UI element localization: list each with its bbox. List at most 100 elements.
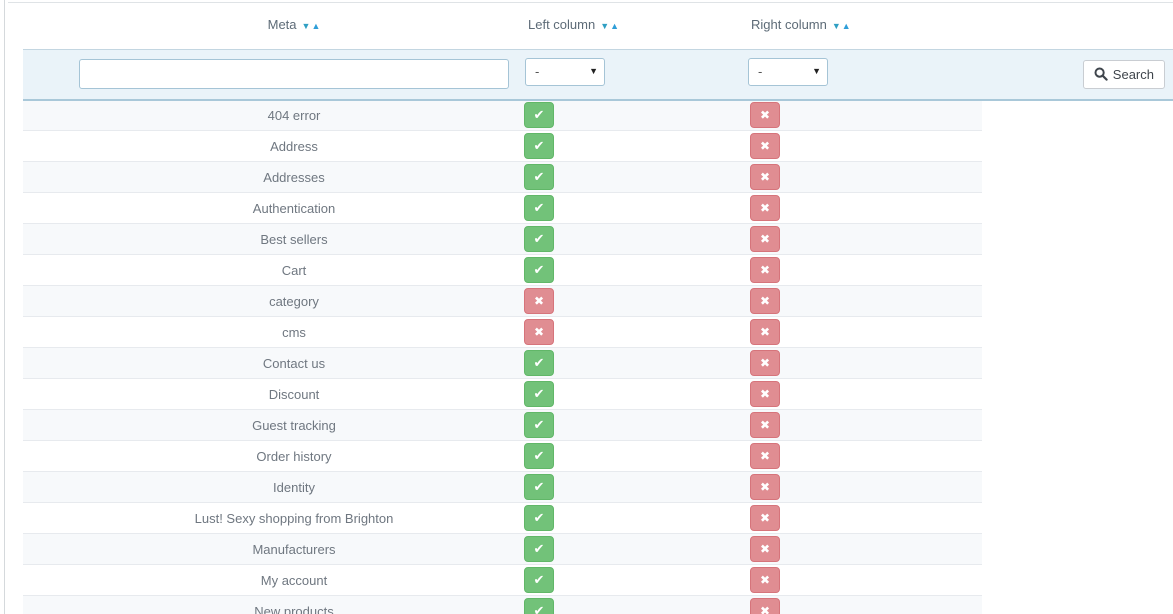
left-column-toggle[interactable]: ✔ bbox=[524, 598, 554, 614]
empty-row-cell bbox=[23, 316, 71, 348]
right-column-toggle[interactable]: ✖ bbox=[750, 412, 780, 438]
right-column-toggle[interactable]: ✖ bbox=[750, 598, 780, 614]
right-column-toggle[interactable]: ✖ bbox=[750, 226, 780, 252]
toggle-state-icon: ✔ bbox=[533, 603, 545, 614]
search-button[interactable]: Search bbox=[1082, 59, 1165, 89]
left-column-toggle[interactable]: ✖ bbox=[524, 319, 554, 345]
right-column-toggle[interactable]: ✖ bbox=[750, 567, 780, 593]
empty-row-cell bbox=[23, 254, 71, 286]
left-column-cell: ✔ bbox=[517, 130, 740, 162]
toggle-state-icon: ✔ bbox=[533, 386, 545, 402]
right-column-toggle[interactable]: ✖ bbox=[750, 474, 780, 500]
select-caret-icon: ▼ bbox=[812, 65, 821, 76]
table-row: 404 error ✔ ✖ bbox=[23, 99, 1173, 131]
left-column-toggle[interactable]: ✔ bbox=[524, 226, 554, 252]
right-column-toggle[interactable]: ✖ bbox=[750, 164, 780, 190]
left-column-toggle[interactable]: ✔ bbox=[524, 257, 554, 283]
page-meta-label: category bbox=[71, 285, 517, 317]
left-column-cell: ✔ bbox=[517, 502, 740, 534]
toggle-state-icon: ✖ bbox=[533, 325, 545, 339]
right-column-cell: ✖ bbox=[740, 285, 982, 317]
right-column-cell: ✖ bbox=[740, 316, 982, 348]
empty-row-cell bbox=[23, 378, 71, 410]
table-row: Authentication ✔ ✖ bbox=[23, 192, 1173, 224]
right-column-toggle[interactable]: ✖ bbox=[750, 443, 780, 469]
right-column-toggle[interactable]: ✖ bbox=[750, 381, 780, 407]
left-column-toggle[interactable]: ✔ bbox=[524, 102, 554, 129]
toggle-state-icon: ✔ bbox=[533, 572, 545, 588]
page-meta-label: Addresses bbox=[71, 161, 517, 193]
magnifier-icon bbox=[1094, 67, 1108, 81]
left-column-toggle[interactable]: ✔ bbox=[524, 350, 554, 376]
column-header-left-column: Left column ▼▲ bbox=[517, 0, 740, 49]
sort-desc-icon[interactable]: ▼ bbox=[600, 20, 610, 31]
empty-action-cell bbox=[982, 378, 1173, 410]
select-value: - bbox=[535, 63, 540, 79]
empty-row-cell bbox=[23, 440, 71, 472]
right-column-toggle[interactable]: ✖ bbox=[750, 319, 780, 345]
table-row: Identity ✔ ✖ bbox=[23, 471, 1173, 503]
left-column-toggle[interactable]: ✔ bbox=[524, 536, 554, 562]
empty-row-cell bbox=[23, 223, 71, 255]
left-column-cell: ✔ bbox=[517, 564, 740, 596]
table-row: Cart ✔ ✖ bbox=[23, 254, 1173, 286]
empty-action-cell bbox=[982, 564, 1173, 596]
toggle-state-icon: ✔ bbox=[533, 107, 545, 123]
right-column-toggle[interactable]: ✖ bbox=[750, 505, 780, 531]
sort-desc-icon[interactable]: ▼ bbox=[301, 20, 311, 31]
sort-desc-icon[interactable]: ▼ bbox=[831, 20, 841, 31]
page-meta-label: My account bbox=[71, 564, 517, 596]
select-caret-icon: ▼ bbox=[589, 65, 598, 76]
right-column-toggle[interactable]: ✖ bbox=[750, 350, 780, 376]
table-row: Addresses ✔ ✖ bbox=[23, 161, 1173, 193]
left-column-cell: ✖ bbox=[517, 316, 740, 348]
sort-asc-icon[interactable]: ▲ bbox=[610, 20, 620, 31]
left-column-toggle[interactable]: ✔ bbox=[524, 443, 554, 469]
toggle-state-icon: ✖ bbox=[759, 139, 771, 153]
right-column-toggle[interactable]: ✖ bbox=[750, 133, 780, 159]
toggle-state-icon: ✖ bbox=[759, 263, 771, 277]
meta-filter-cell bbox=[71, 48, 517, 101]
empty-action-cell bbox=[982, 316, 1173, 348]
left-column-cell: ✔ bbox=[517, 378, 740, 410]
left-column-toggle[interactable]: ✔ bbox=[524, 164, 554, 190]
table-row: cms ✖ ✖ bbox=[23, 316, 1173, 348]
page-meta-label: Guest tracking bbox=[71, 409, 517, 441]
sort-asc-icon[interactable]: ▲ bbox=[841, 20, 851, 31]
left-column-toggle[interactable]: ✔ bbox=[524, 474, 554, 500]
right-column-filter-select[interactable]: - ▼ bbox=[748, 57, 828, 86]
right-column-filter-cell: - ▼ bbox=[740, 48, 982, 101]
table-row: Contact us ✔ ✖ bbox=[23, 347, 1173, 379]
empty-row-cell bbox=[23, 533, 71, 565]
toggle-state-icon: ✖ bbox=[759, 294, 771, 308]
right-column-toggle[interactable]: ✖ bbox=[750, 195, 780, 221]
right-column-toggle[interactable]: ✖ bbox=[750, 288, 780, 314]
empty-action-cell bbox=[982, 409, 1173, 441]
right-column-toggle[interactable]: ✖ bbox=[750, 257, 780, 283]
page-meta-label: Contact us bbox=[71, 347, 517, 379]
left-column-toggle[interactable]: ✔ bbox=[524, 505, 554, 531]
left-column-cell: ✔ bbox=[517, 409, 740, 441]
right-column-toggle[interactable]: ✖ bbox=[750, 102, 780, 129]
right-column-toggle[interactable]: ✖ bbox=[750, 536, 780, 562]
toggle-state-icon: ✖ bbox=[759, 418, 771, 432]
empty-action-cell bbox=[982, 254, 1173, 286]
left-column-toggle[interactable]: ✔ bbox=[524, 381, 554, 407]
toggle-state-icon: ✔ bbox=[533, 417, 545, 433]
left-column-toggle[interactable]: ✔ bbox=[524, 567, 554, 593]
left-column-toggle[interactable]: ✖ bbox=[524, 288, 554, 314]
empty-action-cell bbox=[982, 161, 1173, 193]
page-meta-label: Address bbox=[71, 130, 517, 162]
left-column-toggle[interactable]: ✔ bbox=[524, 195, 554, 221]
left-column-filter-select[interactable]: - ▼ bbox=[525, 57, 605, 86]
left-column-toggle[interactable]: ✔ bbox=[524, 412, 554, 438]
left-column-toggle[interactable]: ✔ bbox=[524, 133, 554, 159]
meta-filter-input[interactable] bbox=[79, 59, 509, 89]
left-column-cell: ✔ bbox=[517, 471, 740, 503]
empty-action-cell bbox=[982, 347, 1173, 379]
toggle-state-icon: ✖ bbox=[759, 201, 771, 215]
panel-left-border bbox=[4, 0, 5, 614]
sort-asc-icon[interactable]: ▲ bbox=[311, 20, 321, 31]
right-column-cell: ✖ bbox=[740, 161, 982, 193]
right-column-cell: ✖ bbox=[740, 99, 982, 131]
